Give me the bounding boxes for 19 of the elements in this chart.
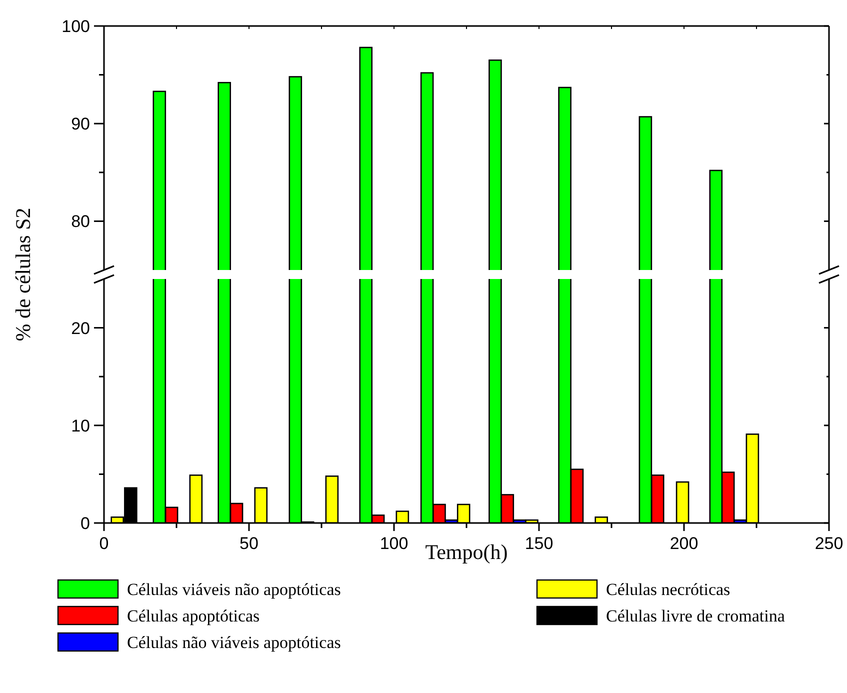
x-tick-label: 150 <box>524 534 554 553</box>
x-tick-label: 0 <box>99 534 109 553</box>
y-tick-label: 0 <box>80 514 90 533</box>
x-tick-label: 100 <box>380 534 408 553</box>
y-tick-label: 10 <box>71 416 90 436</box>
legend-label: Células viáveis não apoptóticas <box>127 580 341 599</box>
y-tick-label: 80 <box>71 212 90 232</box>
x-tick-label: 50 <box>240 534 258 553</box>
x-tick-label: 250 <box>814 534 844 553</box>
y-tick-label: 90 <box>71 114 90 134</box>
legend-label: Células não viáveis apoptóticas <box>127 632 341 652</box>
y-axis-title: % de células S2 <box>11 208 35 342</box>
y-tick-label: 100 <box>62 16 90 36</box>
x-axis-title: Tempo(h) <box>425 540 508 564</box>
y-tick-label: 20 <box>71 318 90 338</box>
legend-label: Células apoptóticas <box>127 606 260 626</box>
x-tick-label: 200 <box>670 534 698 553</box>
legend-label: Células livre de cromatina <box>606 606 786 626</box>
legend-label: Células necróticas <box>606 580 730 599</box>
